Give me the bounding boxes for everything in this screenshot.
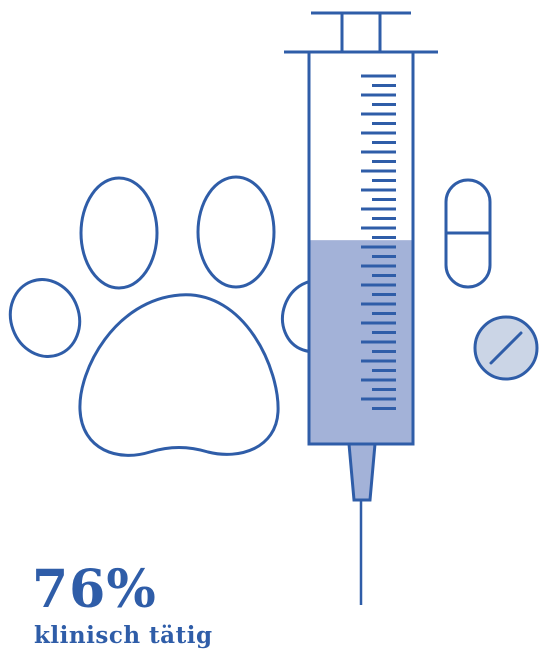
syringe-hub <box>347 442 377 502</box>
capsule-icon <box>444 178 492 289</box>
syringe-scale <box>361 74 396 410</box>
stat-value: 76% <box>32 559 157 620</box>
tablet-score-line <box>489 331 523 365</box>
syringe-barrel-outline <box>307 50 415 446</box>
paw-toe-inner-right <box>196 175 276 289</box>
syringe-icon <box>284 11 438 605</box>
paw-toe-left <box>8 278 82 358</box>
paw-pad <box>78 293 280 457</box>
stat-label: klinisch tätig <box>34 622 213 649</box>
tablet-icon <box>473 315 539 381</box>
paw-icon <box>8 175 349 457</box>
paw-toe-inner-left <box>79 176 159 290</box>
